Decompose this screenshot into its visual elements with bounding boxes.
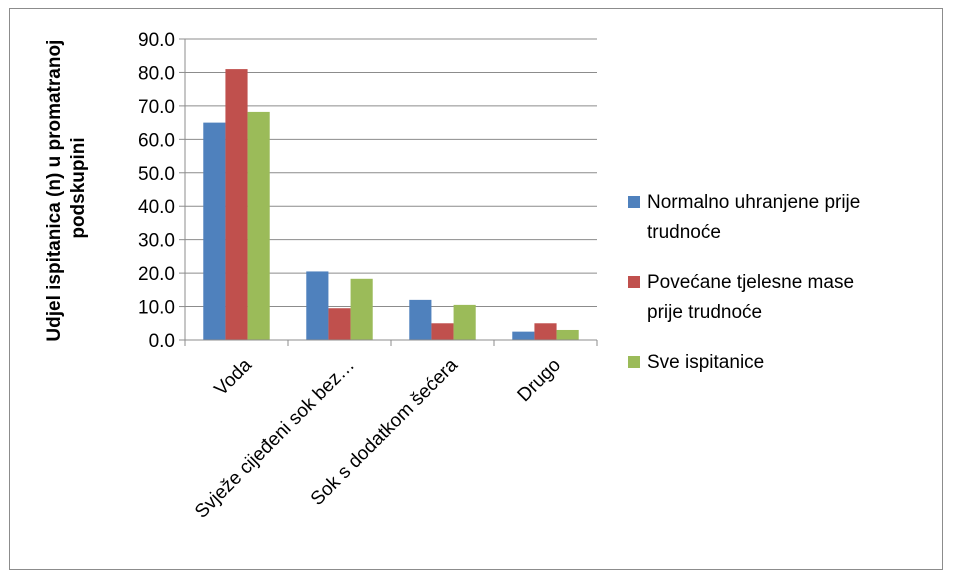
x-tick-label: Drugo — [514, 355, 565, 406]
y-axis-label-line-1: Udjel ispitanica (n) u promatranoj — [44, 40, 65, 342]
y-tick-labels: 0.0 10.0 20.0 30.0 40.0 50.0 60.0 70.0 80.0 90.0 — [138, 30, 175, 352]
bar — [453, 304, 476, 340]
y-tick-label: 30.0 — [138, 231, 175, 252]
y-axis-label-line-2: podskupini — [68, 137, 89, 238]
legend-swatch — [628, 356, 640, 368]
bar — [328, 308, 351, 340]
legend-label: Povećane tjelesne mase — [647, 272, 854, 293]
y-tick-label: 20.0 — [138, 264, 175, 285]
legend-label: Sve ispitanice — [647, 352, 764, 373]
legend-label: trudnoće — [647, 222, 721, 243]
legend-label: Normalno uhranjene prije — [647, 192, 860, 213]
y-tick-label: 0.0 — [149, 331, 175, 352]
legend: Normalno uhranjene prije trudnoće Povećane… — [628, 192, 860, 373]
chart-frame — [9, 8, 943, 570]
y-tick-label: 40.0 — [138, 197, 175, 218]
axes — [179, 38, 598, 346]
bar — [534, 323, 557, 340]
y-tick-label: 10.0 — [138, 298, 175, 319]
y-tick-label: 90.0 — [138, 30, 175, 51]
legend-label: prije trudnoće — [647, 302, 762, 323]
y-tick-label: 80.0 — [138, 63, 175, 84]
bar — [306, 271, 329, 340]
bar — [409, 299, 432, 340]
bar — [512, 331, 535, 340]
legend-swatch — [628, 196, 640, 208]
bar — [203, 122, 226, 340]
legend-swatch — [628, 276, 640, 288]
bar — [247, 111, 270, 340]
bar — [556, 329, 579, 340]
y-axis-label: Udjel ispitanica (n) u promatranoj podsk… — [44, 34, 89, 341]
bar — [350, 278, 373, 340]
bars — [203, 69, 579, 340]
y-tick-label: 60.0 — [138, 130, 175, 151]
x-tick-label: Voda — [211, 354, 257, 400]
bar — [225, 69, 248, 340]
y-tick-label: 70.0 — [138, 97, 175, 118]
y-tick-label: 50.0 — [138, 164, 175, 185]
bar — [431, 323, 454, 340]
